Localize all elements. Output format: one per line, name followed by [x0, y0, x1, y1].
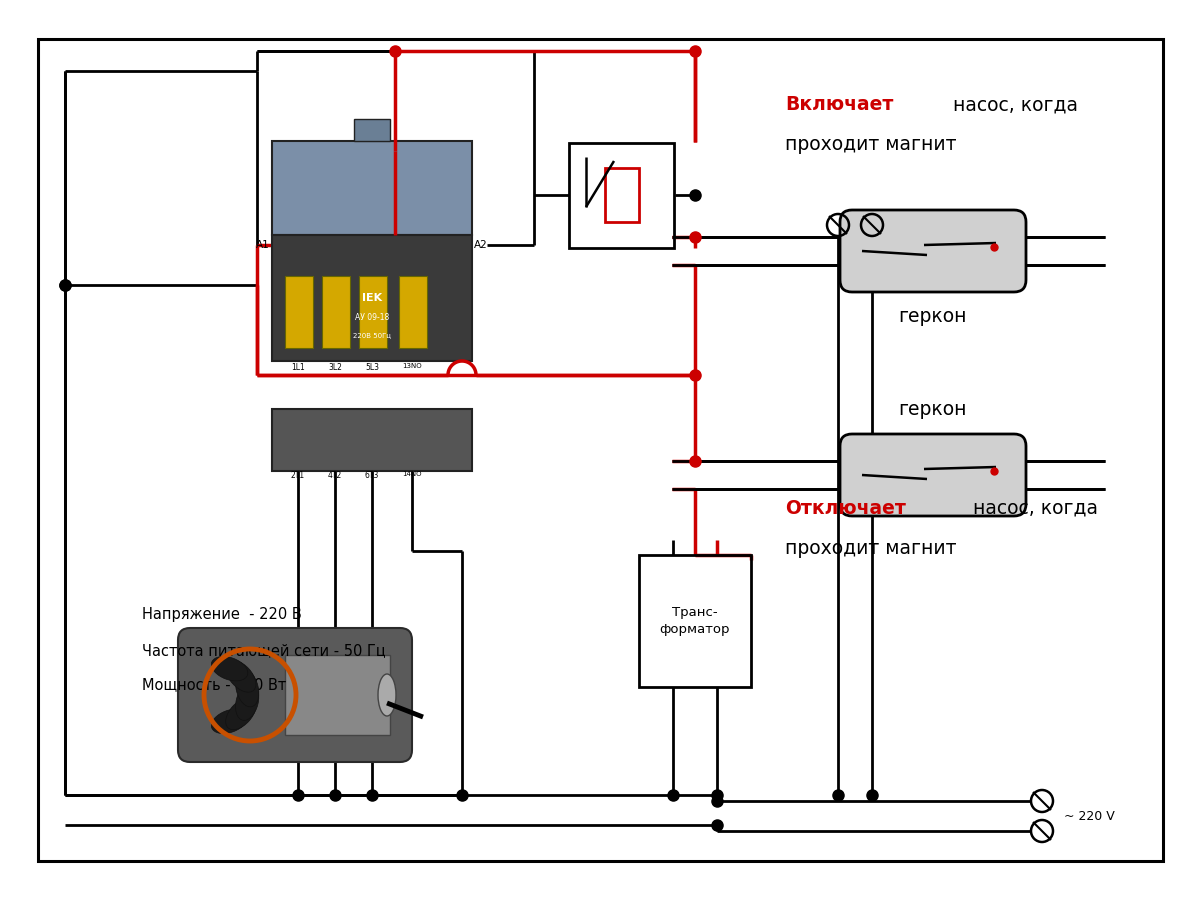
Text: 6T3: 6T3 [365, 471, 379, 480]
Bar [354, 119, 390, 141]
Text: 220В 50Гц: 220В 50Гц [353, 332, 391, 338]
Bar [640, 555, 751, 687]
Ellipse shape [378, 674, 396, 716]
FancyBboxPatch shape [178, 628, 412, 762]
Text: Включает: Включает [785, 96, 893, 114]
Text: 5L3: 5L3 [365, 363, 379, 372]
Bar [322, 276, 350, 348]
Bar [272, 141, 472, 235]
Text: A2: A2 [474, 240, 487, 250]
Text: Частота питающей сети - 50 Гц: Частота питающей сети - 50 Гц [142, 644, 385, 658]
Text: 1L1: 1L1 [292, 363, 305, 372]
Text: 14NO: 14NO [402, 471, 421, 477]
Bar [286, 655, 390, 735]
Text: Напряжение  - 220 В: Напряжение - 220 В [142, 607, 301, 623]
Bar [272, 235, 472, 361]
Text: геркон: геркон [898, 307, 966, 326]
Ellipse shape [211, 709, 248, 733]
Ellipse shape [235, 683, 259, 720]
Text: 13NO: 13NO [402, 363, 422, 369]
Text: насос, когда: насос, когда [967, 498, 1098, 518]
Text: 4T2: 4T2 [328, 471, 342, 480]
Text: Транс-
форматор: Транс- форматор [660, 606, 731, 636]
Text: АУ 09-18: АУ 09-18 [355, 313, 389, 322]
Text: ~ 220 V: ~ 220 V [1064, 810, 1115, 823]
Bar [398, 276, 427, 348]
FancyBboxPatch shape [840, 434, 1026, 516]
Bar [570, 142, 674, 247]
Text: IEK: IEK [362, 293, 382, 303]
Ellipse shape [226, 698, 256, 729]
FancyBboxPatch shape [840, 210, 1026, 292]
Text: проходит магнит: проходит магнит [785, 539, 956, 558]
Text: Отключает: Отключает [785, 498, 906, 518]
Bar [286, 276, 313, 348]
Ellipse shape [226, 660, 256, 692]
Text: A1: A1 [257, 240, 270, 250]
Text: проходит магнит: проходит магнит [785, 135, 956, 154]
Text: 3L2: 3L2 [328, 363, 342, 372]
Text: геркон: геркон [898, 401, 966, 419]
Text: насос, когда: насос, когда [947, 96, 1078, 114]
Ellipse shape [211, 656, 248, 681]
Text: Мощность - 220 Вт: Мощность - 220 Вт [142, 677, 287, 692]
Ellipse shape [235, 669, 259, 707]
Bar [359, 276, 388, 348]
Text: 2T1: 2T1 [290, 471, 305, 480]
Bar [272, 409, 472, 471]
Bar [605, 168, 640, 222]
